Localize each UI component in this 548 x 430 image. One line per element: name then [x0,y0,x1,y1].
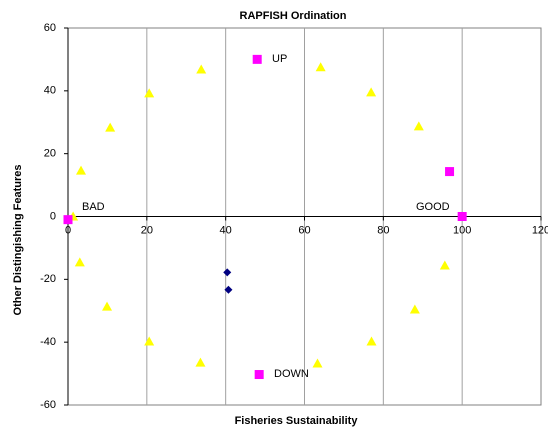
y-tick-label: 20 [44,148,56,160]
point [413,121,424,131]
point [195,357,206,367]
point [254,370,264,380]
point [144,336,155,346]
point [105,122,116,132]
x-tick-label: 40 [220,224,232,236]
point [76,165,87,175]
x-tick-label: 20 [141,224,153,236]
point [102,301,113,311]
x-tick-label: 60 [298,224,310,236]
y-axis-title: Other Distingishing Features [12,165,24,316]
point [223,268,232,277]
point [196,64,207,74]
y-tick-label: -60 [40,399,56,411]
y-tick-label: -40 [40,336,56,348]
x-tick-label: 80 [377,224,389,236]
annotation: DOWN [274,368,309,380]
point [144,88,155,98]
annotation: BAD [82,201,105,213]
chart-title: RAPFISH Ordination [240,10,347,22]
y-tick-label: 40 [44,85,56,97]
point [315,62,326,72]
point [366,87,377,97]
x-axis-title: Fisheries Sustainability [235,415,359,427]
point [63,215,73,225]
y-tick-label: -20 [40,273,56,285]
annotation: GOOD [416,201,450,213]
point [409,304,420,314]
point [312,358,323,368]
point [439,260,450,270]
point [74,257,85,267]
annotation: UP [272,53,287,65]
x-tick-label: 120 [532,224,548,236]
y-tick-label: 60 [44,22,56,34]
point [366,336,377,346]
point [224,285,233,294]
point [457,212,467,221]
point [445,167,455,177]
point [252,54,262,64]
y-tick-label: 0 [50,210,56,222]
x-tick-label: 100 [453,224,471,236]
